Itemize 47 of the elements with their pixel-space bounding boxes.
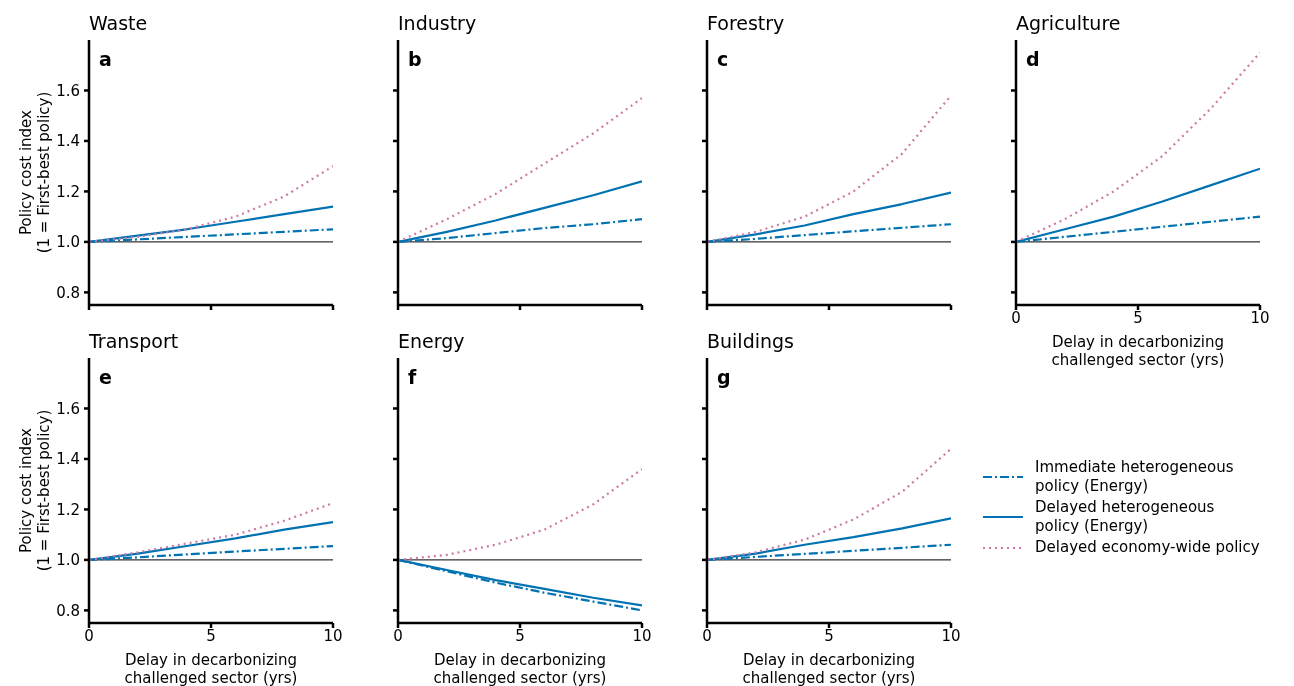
line-series <box>89 502 333 562</box>
chart-title: Industry <box>398 12 477 34</box>
annotation: b <box>408 48 422 70</box>
x-tick-label: 10 <box>941 626 961 645</box>
chart-title: Transport <box>89 330 179 352</box>
chart-title: Buildings <box>707 330 794 352</box>
annotation: e <box>99 366 112 388</box>
y-tick-label: 1.0 <box>56 233 80 252</box>
x-tick-label: 5 <box>1133 308 1143 327</box>
line-series <box>89 165 333 244</box>
chart-title: Agriculture <box>1016 12 1121 34</box>
y-tick-label: 1.6 <box>56 399 80 418</box>
x-tick-label: 10 <box>1250 308 1270 327</box>
y-tick-label: 1.2 <box>56 182 80 201</box>
x-tick-label: 10 <box>323 626 343 645</box>
y-tick-label: 1.6 <box>56 81 80 100</box>
y-axis-title: Policy cost index (1 = First-best policy) <box>17 91 53 254</box>
x-tick-label: 5 <box>515 626 525 645</box>
x-tick-label: 5 <box>206 626 216 645</box>
chart-title: Energy <box>398 330 465 352</box>
legend-label: Delayed economy-wide policy <box>1035 538 1260 557</box>
chart-title: Forestry <box>707 12 785 34</box>
annotation: g <box>717 366 731 388</box>
y-axis-title: Policy cost index (1 = First-best policy) <box>17 409 53 572</box>
annotation: c <box>717 48 729 70</box>
x-tick-label: 0 <box>84 626 94 645</box>
legend-label: Delayed heterogeneous policy (Energy) <box>1035 498 1215 536</box>
x-axis-title: Delay in decarbonizing challenged sector (yrs) <box>124 651 298 686</box>
annotation: f <box>408 366 417 388</box>
x-tick-label: 0 <box>1011 308 1021 327</box>
y-tick-label: 0.8 <box>56 601 80 620</box>
y-tick-label: 1.2 <box>56 500 80 519</box>
y-tick-label: 1.4 <box>56 450 80 469</box>
annotation: d <box>1026 48 1040 70</box>
y-tick-label: 0.8 <box>56 283 80 302</box>
x-axis-title: Delay in decarbonizing challenged sector (yrs) <box>742 651 916 686</box>
legend-label: Immediate heterogeneous policy (Energy) <box>1035 458 1234 496</box>
x-tick-label: 0 <box>393 626 403 645</box>
chart-title: Waste <box>89 12 148 34</box>
x-tick-label: 0 <box>702 626 712 645</box>
y-tick-label: 1.0 <box>56 551 80 570</box>
x-tick-label: 5 <box>824 626 834 645</box>
x-axis-title: Delay in decarbonizing challenged sector (yrs) <box>1051 333 1225 369</box>
y-tick-label: 1.4 <box>56 132 80 151</box>
x-tick-label: 10 <box>632 626 652 645</box>
x-axis-title: Delay in decarbonizing challenged sector (yrs) <box>433 651 607 686</box>
annotation: a <box>99 48 112 70</box>
